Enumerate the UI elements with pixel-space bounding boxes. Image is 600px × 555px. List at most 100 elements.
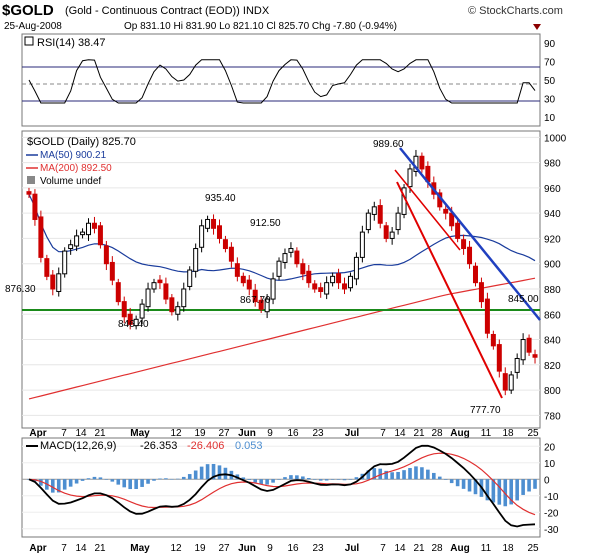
macd-hist-bar (128, 479, 132, 490)
candle-body (44, 258, 50, 277)
macd-hist-bar (253, 479, 258, 483)
candle-body (74, 235, 80, 247)
macd-hist-bar (515, 479, 519, 501)
macd-hist-bar (199, 466, 204, 480)
x-axis-label: 28 (431, 428, 443, 439)
macd-hist-bar (330, 479, 335, 480)
x-axis-label: 7 (380, 428, 386, 439)
macd-hist-bar (187, 474, 192, 480)
x-axis-label: Apr (29, 428, 46, 439)
macd-hist-bar (92, 476, 97, 480)
x-axis-label: 23 (312, 428, 324, 439)
x-axis-label: 11 (481, 428, 492, 439)
macd-hist-bar (68, 479, 73, 487)
candle-body (514, 357, 520, 373)
annotation-989: 989.60 (373, 139, 404, 150)
candle-body (508, 374, 514, 391)
annotation-867: 867.70 (240, 295, 271, 306)
macd-hist-bar (390, 472, 394, 480)
symbol-description: (Gold - Continuous Contract (EOD)) INDX (65, 5, 270, 17)
macd-hist-bar (455, 479, 460, 487)
candle-body (151, 282, 157, 290)
candle-body (502, 373, 508, 391)
channel-upper-line (399, 147, 541, 321)
candle-body (532, 354, 538, 358)
rsi-label: RSI(14) 38.47 (37, 37, 105, 49)
ma50-legend: MA(50) 900.21 (40, 150, 107, 161)
x-axis-label: 14 (394, 543, 406, 554)
rsi-tick-label: 90 (544, 39, 556, 50)
candle-body (461, 239, 467, 250)
macd-hist-bar (503, 479, 508, 507)
candle-body (139, 303, 145, 319)
macd-hist-bar (146, 479, 150, 484)
macd-hist-bar (366, 470, 371, 480)
candle-body (121, 301, 127, 318)
macd-hist-bar (217, 465, 222, 480)
candle-body (520, 339, 526, 361)
x-axis-label: Jun (238, 428, 256, 439)
macd-tick-label: 0 (544, 475, 550, 486)
macd-hist-bar (271, 479, 275, 483)
down-arrow-icon (533, 24, 541, 30)
candle-body (312, 283, 318, 290)
macd-tick-label: -20 (544, 508, 559, 519)
macd-hist-bar (497, 479, 502, 505)
macd-hist-bar (134, 479, 138, 489)
x-axis-label: 7 (61, 428, 67, 439)
annotation-876: 876.30 (5, 284, 36, 295)
macd-hist-bar (80, 479, 85, 481)
macd-hist-bar (348, 479, 353, 480)
macd-hist-bar (205, 464, 210, 480)
x-axis-label: Jun (238, 543, 256, 554)
candle-body (181, 288, 187, 308)
macd-hist-bar (318, 479, 323, 481)
candle-body (330, 275, 336, 284)
macd-signal-value: -26.406 (187, 440, 224, 452)
macd-hist-bar (241, 477, 246, 480)
x-axis-label: 12 (170, 543, 182, 554)
x-axis-label: 14 (75, 543, 87, 554)
ma200-legend: MA(200) 892.50 (40, 163, 112, 174)
macd-hist-bar (56, 479, 61, 493)
candle-body (56, 273, 62, 293)
x-axis-label: 16 (287, 543, 299, 554)
x-axis-label: 21 (413, 543, 425, 554)
macd-hist-bar (324, 479, 329, 481)
candle-body (389, 231, 395, 239)
macd-hist-bar (449, 479, 454, 484)
candle-body (240, 275, 246, 284)
price-tick-label: 840 (544, 336, 561, 347)
macd-hist-value: 0.053 (235, 440, 263, 452)
candle-body (109, 261, 115, 281)
candle-body (395, 212, 401, 231)
macd-hist-bar (461, 479, 466, 489)
price-tick-label: 960 (544, 184, 561, 195)
x-axis-label: Apr (29, 543, 46, 554)
x-axis-label: 18 (502, 543, 514, 554)
macd-hist-bar (164, 478, 168, 480)
candle-body (216, 225, 222, 239)
x-axis-label: 27 (218, 428, 230, 439)
macd-hist-bar (414, 466, 418, 480)
macd-hist-bar (158, 478, 162, 480)
candle-body (377, 205, 383, 224)
brand-logo: © StockCharts.com (468, 5, 563, 17)
x-axis-label: 7 (61, 543, 67, 554)
x-axis-label: 19 (194, 543, 206, 554)
macd-hist-bar (306, 477, 311, 480)
candle-body (187, 269, 193, 287)
candle-body (294, 250, 300, 265)
macd-tick-label: -10 (544, 492, 559, 503)
candle-body (258, 299, 264, 310)
macd-label: MACD(12,26,9) (40, 440, 116, 452)
ma50-line (28, 193, 536, 281)
rsi-tick-label: 50 (544, 76, 556, 87)
rsi-tick-label: 30 (544, 94, 556, 105)
candle-body (359, 231, 365, 258)
price-panel: 1000 980 960 940 920 900 880 860 840 820 800 780 $G… (5, 130, 567, 429)
macd-hist-bar (432, 472, 436, 480)
macd-hist-bar (533, 479, 537, 489)
quote-date: 25-Aug-2008 (4, 21, 62, 32)
